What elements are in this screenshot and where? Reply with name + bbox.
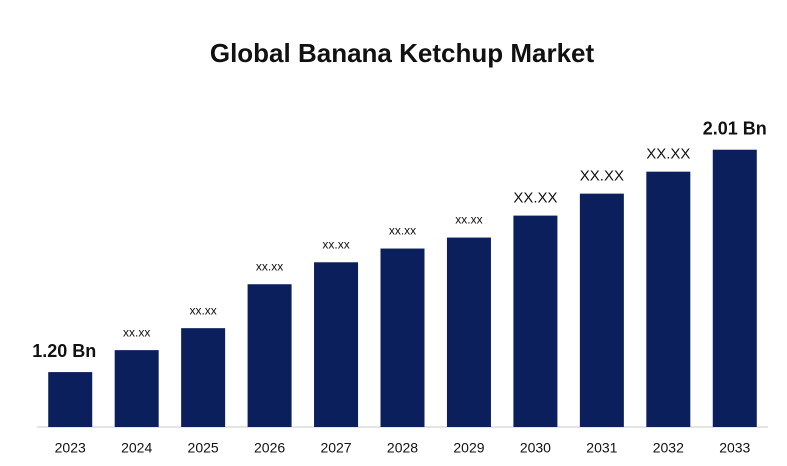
x-tick-label: 2027 xyxy=(320,440,351,456)
x-tick-label: 2031 xyxy=(586,440,617,456)
data-label: 2.01 Bn xyxy=(703,118,767,138)
data-label: XX.XX xyxy=(513,190,557,207)
bar xyxy=(247,284,292,427)
x-tick-label: 2030 xyxy=(520,440,551,456)
x-tick-label: 2023 xyxy=(55,440,86,456)
data-label: XX.XX xyxy=(580,168,624,185)
bar xyxy=(114,350,159,427)
bar xyxy=(48,372,93,427)
x-tick-label: 2026 xyxy=(254,440,285,456)
chart-title: Global Banana Ketchup Market xyxy=(210,38,595,68)
data-label: 1.20 Bn xyxy=(32,341,96,361)
bar xyxy=(380,248,425,427)
data-label: xx.xx xyxy=(189,303,216,317)
bar xyxy=(181,328,226,427)
data-label: xx.xx xyxy=(322,237,349,251)
x-tick-label: 2033 xyxy=(719,440,750,456)
bar xyxy=(513,215,558,427)
x-tick-label: 2028 xyxy=(387,440,418,456)
x-tick-label: 2025 xyxy=(188,440,219,456)
x-tick-label: 2032 xyxy=(653,440,684,456)
bar xyxy=(446,237,491,427)
data-label: xx.xx xyxy=(455,213,482,227)
bar xyxy=(712,149,757,427)
data-label: xx.xx xyxy=(123,325,150,339)
x-tick-label: 2029 xyxy=(453,440,484,456)
data-label: xx.xx xyxy=(389,224,416,238)
data-label: xx.xx xyxy=(256,259,283,273)
bar xyxy=(579,193,624,427)
bar xyxy=(314,262,359,427)
x-tick-label: 2024 xyxy=(121,440,152,456)
bar xyxy=(646,171,691,427)
data-label: XX.XX xyxy=(646,146,690,163)
